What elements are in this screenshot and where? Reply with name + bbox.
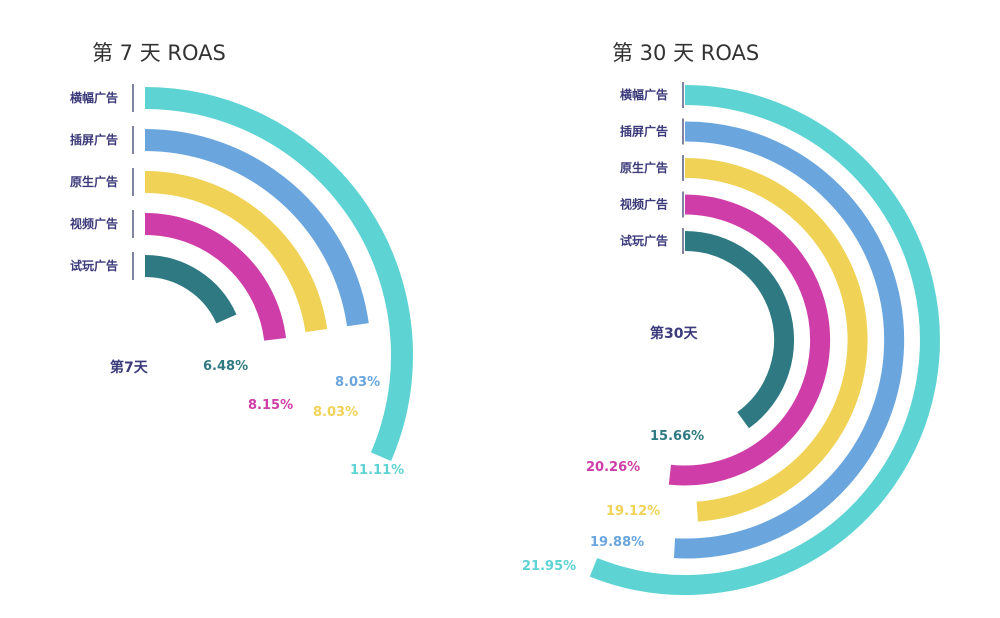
category-label: 插屏广告 (70, 132, 118, 147)
value-label: 8.03% (335, 375, 380, 390)
center-label: 第30天 (650, 325, 698, 342)
category-label: 试玩广告 (620, 233, 668, 248)
value-label: 21.95% (522, 559, 576, 574)
radial-bar (668, 194, 831, 486)
center-label: 第7天 (110, 359, 149, 376)
radial-bar (673, 121, 905, 559)
category-label: 视频广告 (70, 216, 118, 231)
radial-bar (589, 85, 940, 595)
radial-bar (144, 213, 287, 341)
chart-title: 第 30 天 ROAS (612, 41, 759, 65)
category-label: 插屏广告 (620, 124, 668, 139)
category-label: 视频广告 (620, 197, 668, 212)
category-label: 横幅广告 (620, 87, 668, 102)
value-label: 6.48% (203, 359, 248, 374)
category-label: 原生广告 (70, 174, 118, 189)
value-label: 19.12% (606, 504, 660, 519)
category-label: 试玩广告 (70, 258, 118, 273)
category-label: 原生广告 (620, 160, 668, 175)
value-label: 8.03% (313, 405, 358, 420)
chart-title: 第 7 天 ROAS (92, 41, 226, 65)
value-label: 20.26% (586, 460, 640, 475)
radial-bar (684, 157, 868, 522)
radial-bar (144, 129, 369, 327)
value-label: 11.11% (350, 463, 404, 478)
value-label: 19.88% (590, 535, 644, 550)
radial-bar (144, 255, 237, 324)
category-label: 横幅广告 (70, 90, 118, 105)
radial-bar (144, 87, 413, 462)
value-label: 8.15% (248, 398, 293, 413)
radial-bar (144, 171, 328, 333)
value-label: 15.66% (650, 429, 704, 444)
radial-bar (684, 231, 795, 429)
